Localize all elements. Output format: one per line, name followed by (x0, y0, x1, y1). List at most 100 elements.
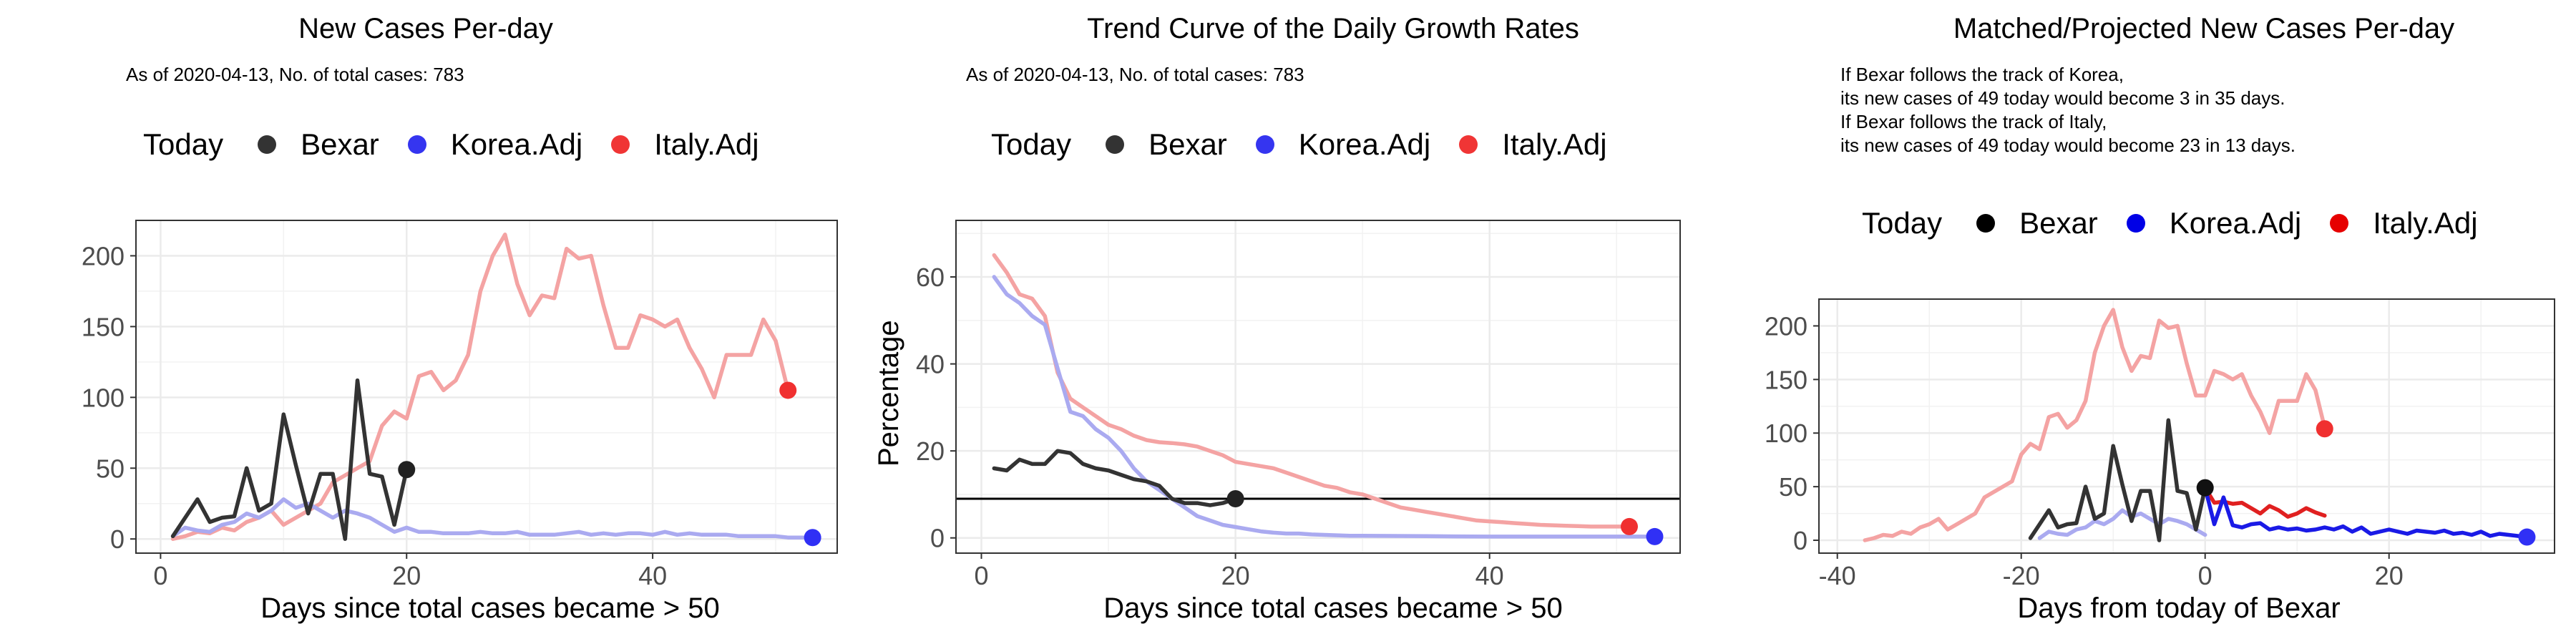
legend-item-italy: Italy.Adj (2330, 206, 2478, 240)
today-point-italy-adj (1620, 517, 1638, 535)
chart-title: New Cases Per-day (298, 13, 553, 44)
legend-title: Today (991, 127, 1072, 161)
legend-title: Today (1862, 206, 1943, 240)
today-point-italy-adj (2316, 420, 2333, 438)
y-tick-label: 150 (82, 312, 125, 341)
x-tick-label: 20 (2375, 561, 2404, 590)
x-tick-label: 20 (392, 561, 421, 590)
y-tick-label: 40 (916, 350, 945, 379)
legend-dot (2330, 214, 2349, 233)
legend-item-korea: Korea.Adj (2126, 206, 2302, 240)
legend-title: Today (143, 127, 224, 161)
x-axis-label: Days since total cases became > 50 (260, 592, 720, 624)
y-tick-label: 200 (82, 241, 125, 270)
legend-label: Italy.Adj (1502, 127, 1607, 161)
today-point-korea-adj (804, 529, 821, 547)
chart-subtitle: As of 2020-04-13, No. of total cases: 78… (126, 64, 464, 85)
x-tick-label: 0 (153, 561, 167, 590)
series-line-korea-adj-projected (2202, 485, 2529, 540)
chart-plot-new-cases: 0 20 40 0 50 100 150 200 (82, 220, 838, 590)
chart-legend: Today Bexar Korea.Adj Italy.Adj (143, 127, 788, 162)
legend-dot (1459, 135, 1478, 154)
plot-border (1818, 298, 2555, 554)
legend-label: Italy.Adj (2373, 206, 2478, 240)
series-line-bexar (170, 378, 409, 541)
legend-dot (1255, 135, 1274, 154)
y-tick-label: 50 (1779, 472, 1807, 502)
y-tick-label: 100 (82, 383, 125, 412)
legend-item-bexar: Bexar (1976, 206, 2098, 240)
today-point-korea-adj (1646, 527, 1664, 545)
x-tick-label: 40 (638, 561, 667, 590)
chart-subtitle: As of 2020-04-13, No. of total cases: 78… (966, 64, 1304, 85)
plot-background (1819, 299, 2555, 553)
chart-title: Matched/Projected New Cases Per-day (1953, 13, 2455, 44)
legend-dot (407, 135, 426, 154)
y-tick-label: 0 (110, 525, 125, 554)
x-tick-label: 40 (1475, 561, 1504, 590)
legend-label: Bexar (2019, 206, 2098, 240)
today-point-bexar (2196, 479, 2214, 497)
legend-item-bexar: Bexar (258, 127, 379, 162)
x-axis-label: Days since total cases became > 50 (1103, 592, 1563, 624)
subtitle-line: If Bexar follows the track of Korea, (1840, 64, 2124, 85)
legend-label: Bexar (1148, 127, 1227, 161)
series-line-korea-adj (170, 497, 815, 540)
x-tick-label: 0 (2198, 561, 2212, 590)
y-tick-label: 0 (1793, 526, 1807, 555)
today-point-bexar (1226, 490, 1244, 508)
y-tick-label: 0 (930, 524, 945, 553)
chart-legend: Today Bexar Korea.Adj Italy.Adj (1862, 206, 2507, 240)
plot-background (956, 220, 1680, 553)
series-line-korea-adj (992, 275, 1657, 539)
legend-dot (258, 135, 277, 154)
subtitle-line: If Bexar follows the track of Italy, (1840, 111, 2107, 132)
series-line-bexar (2028, 418, 2207, 542)
legend-label: Italy.Adj (654, 127, 759, 161)
legend-item-korea: Korea.Adj (1255, 127, 1431, 162)
today-point-italy-adj (779, 381, 797, 399)
legend-label: Bexar (301, 127, 379, 161)
series-line-korea-adj (2037, 508, 2207, 540)
legend-label: Korea.Adj (1298, 127, 1431, 161)
legend-label: Korea.Adj (2169, 206, 2302, 240)
legend-dot (611, 135, 630, 154)
x-tick-label: 0 (974, 561, 988, 590)
legend-dot (1106, 135, 1125, 154)
subtitle-line: its new cases of 49 today would become 2… (1840, 135, 2296, 156)
y-tick-label: 150 (1765, 365, 1807, 394)
chart-legend: Today Bexar Korea.Adj Italy.Adj (991, 127, 1636, 162)
y-tick-label: 60 (916, 263, 945, 292)
chart-panel-new-cases: New Cases Per-day As of 2020-04-13, No. … (0, 0, 852, 644)
legend-label: Korea.Adj (450, 127, 583, 161)
chart-title: Trend Curve of the Daily Growth Rates (1087, 13, 1579, 44)
chart-panel-growth-rates: Trend Curve of the Daily Growth Rates As… (852, 0, 1703, 644)
today-point-korea-adj (2518, 528, 2536, 546)
plot-border (135, 220, 838, 554)
legend-item-korea: Korea.Adj (407, 127, 583, 162)
y-axis-label: Percentage (873, 320, 904, 467)
series-line-bexar (992, 449, 1238, 507)
y-tick-label: 200 (1765, 311, 1807, 341)
y-tick-label: 100 (1765, 419, 1807, 448)
x-axis-label: Days from today of Bexar (2017, 592, 2341, 624)
legend-dot (2126, 214, 2145, 233)
y-tick-label: 50 (96, 454, 125, 483)
series-line-italy-adj (170, 233, 790, 541)
legend-item-italy: Italy.Adj (611, 127, 759, 162)
plot-border (955, 220, 1681, 554)
chart-panel-projected: Matched/Projected New Cases Per-day If B… (1703, 0, 2576, 644)
legend-item-bexar: Bexar (1106, 127, 1227, 162)
today-point-bexar (398, 461, 416, 479)
legend-item-italy: Italy.Adj (1459, 127, 1607, 162)
subtitle-line: its new cases of 49 today would become 3… (1840, 87, 2285, 109)
series-line-italy-adj (992, 253, 1631, 529)
x-tick-label: 20 (1221, 561, 1250, 590)
chart-plot-growth-rates: 0 20 40 0 20 40 60 (916, 220, 1681, 590)
x-tick-label: -20 (2003, 561, 2040, 590)
x-tick-label: -40 (1819, 561, 1856, 590)
y-tick-label: 20 (916, 436, 945, 466)
legend-dot (1976, 214, 1996, 233)
series-line-italy-adj (1863, 308, 2327, 542)
